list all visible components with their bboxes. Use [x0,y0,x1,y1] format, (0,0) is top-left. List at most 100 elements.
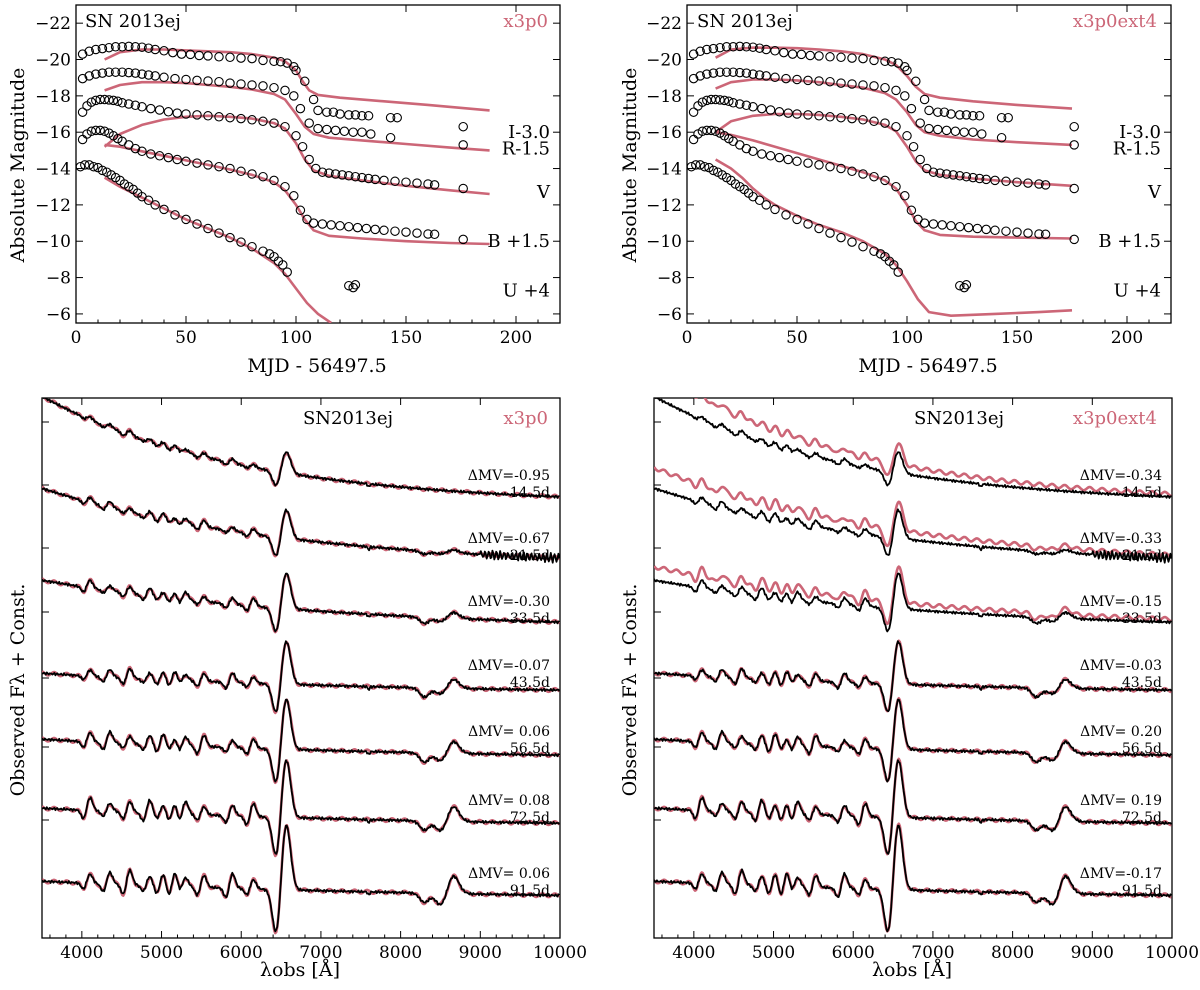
observed-point-R [996,132,1007,143]
observed-point-V [1040,180,1051,190]
observed-point-B [326,220,336,230]
observed-point-U [781,210,791,220]
observed-point-I [708,43,719,54]
observed-point-I [919,94,930,105]
x-tick-label: 0 [682,328,693,348]
observed-point-R [814,76,824,86]
observed-point-I [715,42,725,53]
x-tick-label: 150 [390,328,422,348]
observed-point-V [948,170,958,180]
delta-mv-label: ΔMV= 0.06 [468,866,550,882]
lightcurve-panel-left: Absolute Magnitude MJD - 56497.5 SN 2013… [7,4,561,377]
observed-point-U [278,260,288,270]
observed-point-I [858,53,868,64]
observed-point-V [1034,179,1044,189]
model-spectrum [42,698,560,785]
observed-point-B [757,149,767,159]
observed-point-B [361,223,372,234]
observed-point-R [137,69,147,79]
observed-point-B [1012,227,1022,237]
observed-point-R [117,67,127,77]
observed-point-R [880,82,890,93]
observed-point-V [357,172,367,183]
observed-point-I [258,55,268,66]
observed-point-B [192,158,202,168]
delta-mv-label: ΔMV=-0.95 [468,468,550,484]
observed-spectrum [654,640,1172,713]
delta-mv-label: ΔMV=-0.33 [1080,531,1162,547]
observed-point-R [366,129,376,139]
observed-point-I [104,42,114,53]
observed-point-V [337,170,347,180]
observed-point-B [765,151,776,161]
observed-point-V [728,98,738,108]
x-tick-label: 4000 [60,943,103,963]
observed-point-R [900,91,910,101]
x-tick-label: 6000 [832,943,875,963]
observed-point-V [344,171,354,181]
x-tick-label: 50 [786,328,808,348]
observed-point-B [99,126,110,137]
observed-point-I [796,49,807,60]
model-spectrum [654,565,1172,626]
observed-point-U [889,260,899,270]
observed-point-I [805,50,815,61]
observed-point-B [981,224,991,235]
observed-point-U [836,232,846,243]
observed-point-B [236,166,246,177]
observed-point-V [724,96,734,107]
observed-point-V [297,141,308,152]
observed-point-V [1023,178,1033,188]
band-label-I: I-3.0 [508,122,550,143]
observed-point-I [322,107,332,117]
observed-point-V [697,97,708,107]
observed-point-I [110,42,121,52]
y-tick-label: −20 [646,51,682,71]
observed-point-U [203,223,213,234]
observed-point-B [269,175,279,186]
observed-point-R [313,123,323,134]
x-tick-label: 9000 [1071,943,1114,963]
delta-mv-label: ΔMV= 0.19 [1080,793,1162,809]
model-spectrum [654,639,1172,713]
epoch-age-label: 33.5d [1122,611,1162,627]
observed-point-R [836,78,846,88]
observed-point-V [955,171,965,181]
lightcurve-left-ylabel: Absolute Magnitude [7,68,29,264]
observed-point-R [792,74,802,85]
observed-point-U [825,228,835,238]
band-label-V: V [1147,182,1162,203]
observed-point-B [352,222,363,233]
observed-point-V [719,95,730,106]
observed-point-R [847,79,857,89]
observed-point-B [401,227,411,237]
observed-point-V [990,175,1000,186]
lightcurve-panel-right: Absolute Magnitude MJD - 56497.5 SN 2013… [619,4,1172,377]
model-curve-V [103,114,490,196]
observed-point-B [1023,228,1033,238]
observed-point-U [858,241,868,252]
epoch-age-label: 14.5d [510,485,550,501]
observed-point-V [968,172,978,183]
observed-point-U [754,195,765,206]
observed-point-U [181,214,191,225]
spectra-right-title: SN2013ej [914,408,1004,429]
spectra-left-model-name: x3p0 [503,408,548,429]
observed-point-I [754,43,765,53]
observed-spectrum [42,572,560,633]
observed-point-U [88,161,99,172]
observed-point-U [80,160,90,170]
observed-point-B [423,229,433,239]
observed-point-V [836,112,846,123]
observed-point-V [77,107,88,117]
x-tick-label: 5000 [752,943,795,963]
observed-point-V [330,169,341,179]
lightcurve-left-title: SN 2013ej [85,11,181,32]
observed-point-I [363,111,374,121]
model-curve-I [104,48,490,112]
observed-point-I [955,110,965,120]
observed-point-B [972,223,983,234]
x-tick-label: 8000 [379,943,422,963]
observed-point-R [214,76,224,87]
model-curve-R [104,80,490,152]
